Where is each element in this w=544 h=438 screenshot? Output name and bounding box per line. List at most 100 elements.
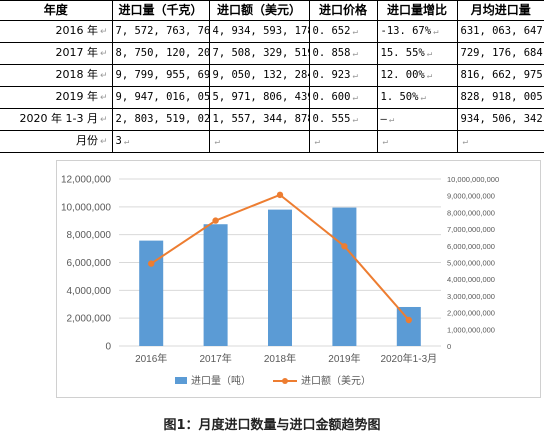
cell-text: 0. 652 xyxy=(312,24,351,37)
table-cell: 2, 803, 519, 025↵ xyxy=(112,108,210,131)
cell-text: 729, 176, 684 xyxy=(460,46,543,59)
table-row: 2016 年↵7, 572, 763, 764↵4, 934, 593, 178… xyxy=(0,20,544,43)
table-cell: 828, 918, 005↵ xyxy=(457,86,544,109)
table-row: 2018 年↵9, 799, 955, 694↵9, 050, 132, 284… xyxy=(0,64,544,87)
x-tick-label: 2019年 xyxy=(328,352,360,365)
row-label-cell: 2019 年 ↵ xyxy=(0,86,113,109)
bar xyxy=(139,240,164,346)
table-row: 2017 年↵8, 750, 120, 207↵7, 508, 329, 519… xyxy=(0,42,544,65)
cell-text: 0. 923 xyxy=(312,68,351,81)
cell-text: 0. 858 xyxy=(312,46,351,59)
line-point xyxy=(148,260,155,267)
cell-text: — xyxy=(380,112,387,125)
y-right-tick-label: 5,000,000,000 xyxy=(447,259,495,268)
row-label-cell: 2016 年 ↵ xyxy=(0,20,113,43)
cell-text: 15. 55% xyxy=(380,46,425,59)
table-cell: 816, 662, 975↵ xyxy=(457,64,544,87)
figure-caption: 图1：月度进口数量与进口金额趋势图 xyxy=(163,418,381,433)
paragraph-mark-icon: ↵ xyxy=(314,136,320,147)
legend-line-marker xyxy=(282,378,288,384)
cell-text: 2020 年 1-3 月 xyxy=(19,112,98,125)
y-left-tick-label: 8,000,000 xyxy=(67,230,112,241)
paragraph-mark-icon: ↵ xyxy=(352,48,358,59)
header-import-volume: 进口量（千克） xyxy=(112,0,210,21)
import-data-table: 年度 进口量（千克） 进口额（美元） 进口价格 进口量增比 月均进口量 2016… xyxy=(0,0,544,153)
cell-text: 9, 947, 016, 057 xyxy=(115,90,209,103)
table-cell: 0. 923 ↵ xyxy=(309,64,378,87)
header-volume-growth: 进口量增比 xyxy=(377,0,458,21)
paragraph-mark-icon: ↵ xyxy=(99,27,108,37)
table-cell: 4, 934, 593, 178↵ xyxy=(209,20,310,43)
paragraph-mark-icon: ↵ xyxy=(388,114,395,125)
y-left-tick-label: 0 xyxy=(105,342,111,353)
y-left-tick-label: 10,000,000 xyxy=(61,202,111,213)
paragraph-mark-icon: ↵ xyxy=(99,137,108,147)
cell-text: 2016 年 xyxy=(55,24,98,37)
cell-text: 4, 934, 593, 178 xyxy=(212,24,309,37)
paragraph-mark-icon: ↵ xyxy=(382,136,388,147)
paragraph-mark-icon: ↵ xyxy=(99,115,108,125)
cell-text: 816, 662, 975 xyxy=(460,68,543,81)
header-monthly-avg: 月均进口量 xyxy=(457,0,544,21)
paragraph-mark-icon: ↵ xyxy=(99,93,108,103)
cell-text: 7, 508, 329, 519 xyxy=(212,46,309,59)
y-right-tick-label: 10,000,000,000 xyxy=(447,175,499,184)
paragraph-mark-icon: ↵ xyxy=(426,70,433,81)
bar xyxy=(332,207,357,346)
legend-bar-swatch xyxy=(175,377,187,384)
table-cell: ↵ xyxy=(209,130,310,153)
header-import-value: 进口额（美元） xyxy=(209,0,310,21)
table-cell: 631, 063, 647↵ xyxy=(457,20,544,43)
table-cell: ↵ xyxy=(309,130,378,153)
cell-text: 934, 506, 342 xyxy=(460,112,543,125)
bar xyxy=(396,306,421,346)
table-row: 月份 ↵ 3 ↵ ↵ ↵ ↵ ↵ xyxy=(0,130,544,153)
cell-text: 3 xyxy=(115,134,122,147)
cell-text: 9, 050, 132, 284 xyxy=(212,68,309,81)
legend-line-label: 进口额（美元） xyxy=(301,374,371,387)
line-point xyxy=(405,316,412,324)
table-header-row: 年度 进口量（千克） 进口额（美元） 进口价格 进口量增比 月均进口量 xyxy=(0,0,544,21)
y-right-tick-label: 7,000,000,000 xyxy=(447,225,495,234)
table-cell: 12. 00% ↵ xyxy=(377,64,458,87)
cell-text: 0. 600 xyxy=(312,90,351,103)
table-row: 2019 年↵9, 947, 016, 057↵5, 971, 806, 439… xyxy=(0,86,544,109)
paragraph-mark-icon: ↵ xyxy=(426,48,433,59)
bar xyxy=(203,224,228,346)
paragraph-mark-icon: ↵ xyxy=(99,49,108,59)
x-tick-label: 2017年 xyxy=(199,352,231,365)
cell-text: 2019 年 xyxy=(55,90,98,103)
line-point xyxy=(212,217,219,224)
table-cell: 9, 947, 016, 057↵ xyxy=(112,86,210,109)
header-import-price: 进口价格 xyxy=(309,0,378,21)
y-right-tick-label: 6,000,000,000 xyxy=(447,242,495,251)
cell-text: 2018 年 xyxy=(55,68,98,81)
table-cell: 9, 799, 955, 694↵ xyxy=(112,64,210,87)
y-right-tick-label: 9,000,000,000 xyxy=(447,192,495,201)
cell-text: 月份 xyxy=(75,134,98,147)
y-right-tick-label: 0 xyxy=(447,342,451,351)
table-cell: 7, 572, 763, 764↵ xyxy=(112,20,210,43)
line-point xyxy=(276,191,284,199)
cell-text: 2, 803, 519, 025 xyxy=(115,112,209,125)
table-cell: 0. 555 ↵ xyxy=(309,108,378,131)
paragraph-mark-icon: ↵ xyxy=(352,70,358,81)
paragraph-mark-icon: ↵ xyxy=(352,92,358,103)
table-cell: 3 ↵ xyxy=(112,130,210,153)
paragraph-mark-icon: ↵ xyxy=(352,114,358,125)
cell-text: 9, 799, 955, 694 xyxy=(115,68,209,81)
table-cell: 0. 858 ↵ xyxy=(309,42,378,65)
combo-chart: 0 2,000,000 4,000,000 6,000,000 8,000,000 10,… xyxy=(61,175,499,388)
y-right-tick-label: 2,000,000,000 xyxy=(447,309,495,318)
table-cell: — ↵ xyxy=(377,108,458,131)
y-right-tick-label: 4,000,000,000 xyxy=(447,275,495,284)
legend-bar-label: 进口量（吨） xyxy=(191,374,251,387)
bar xyxy=(268,209,292,346)
line-point xyxy=(341,243,348,250)
cell-text: 2017 年 xyxy=(55,46,98,59)
table-cell: 0. 600 ↵ xyxy=(309,86,378,109)
table-cell: 1, 557, 344, 878↵ xyxy=(209,108,310,131)
table-row: 2020 年 1-3 月↵2, 803, 519, 025↵1, 557, 34… xyxy=(0,108,544,131)
cell-text: 5, 971, 806, 439 xyxy=(212,90,309,103)
table-cell: 729, 176, 684↵ xyxy=(457,42,544,65)
